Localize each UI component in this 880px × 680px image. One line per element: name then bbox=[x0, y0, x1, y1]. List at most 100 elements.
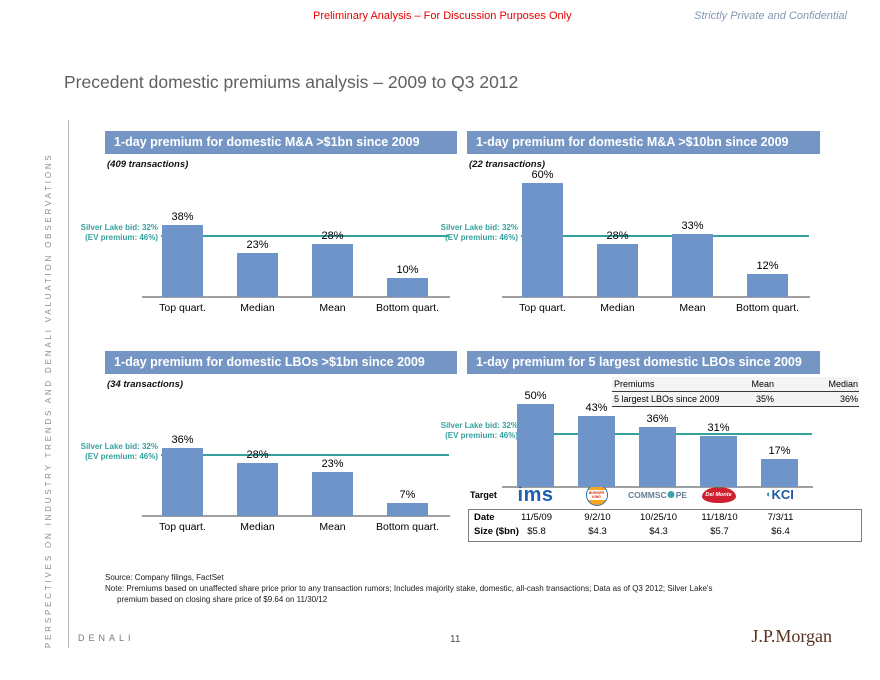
bar-value-label: 7% bbox=[399, 488, 416, 501]
reference-label-line1: Silver Lake bid: 32% bbox=[440, 420, 518, 430]
x-axis-line bbox=[502, 296, 810, 298]
bar bbox=[639, 427, 676, 487]
category-label: Mean bbox=[679, 302, 706, 314]
bar-value-label: 10% bbox=[396, 264, 419, 276]
bar bbox=[522, 183, 563, 297]
date-row-label: Date bbox=[474, 512, 495, 523]
ims-logo: ims bbox=[517, 483, 554, 506]
median-value: 36% bbox=[839, 394, 858, 404]
chart3-transaction-count: (34 transactions) bbox=[107, 379, 184, 390]
chart3-title: 1-day premium for domestic LBOs >$1bn si… bbox=[114, 355, 425, 369]
chart1-title: 1-day premium for domestic M&A >$1bn sin… bbox=[114, 135, 420, 149]
page-title: Precedent domestic premiums analysis – 2… bbox=[64, 72, 519, 92]
deal-detail-table: Date 11/5/09 9/2/10 10/25/10 11/18/10 7/3/11 S… bbox=[468, 509, 862, 542]
chart2-plot: Silver Lake bid: 32% (EV premium: 46%) 60%… bbox=[441, 157, 810, 314]
chart2-transaction-count: (22 transactions) bbox=[469, 159, 546, 170]
classification-header: Preliminary Analysis – For Discussion Pu… bbox=[313, 10, 572, 22]
footnote-line1: Note: Premiums based on unaffected share… bbox=[105, 584, 713, 593]
footnote-line2: premium based on closing share price of … bbox=[117, 595, 328, 604]
kci-logo: ◖ KCI bbox=[765, 487, 794, 502]
bar-value-label: 17% bbox=[768, 444, 791, 457]
bar-value-label: 50% bbox=[524, 390, 547, 402]
silver-lake-reference-line bbox=[161, 235, 449, 238]
target-logo-cell: ims bbox=[518, 482, 554, 507]
kci-crescent-icon: ◖ bbox=[765, 489, 771, 499]
chart4-title: 1-day premium for 5 largest domestic LBO… bbox=[476, 355, 802, 369]
date-value: 10/25/10 bbox=[640, 512, 677, 523]
chart3-plot: Silver Lake bid: 32% (EV premium: 46%) 36%… bbox=[81, 376, 450, 533]
reference-label-line2: (EV premium: 46%) bbox=[85, 233, 158, 243]
bar bbox=[700, 435, 737, 487]
bar-value-label: 28% bbox=[321, 229, 344, 242]
mean-header: Mean bbox=[751, 379, 774, 389]
silver-lake-reference-label: Silver Lake bid: 32% (EV premium: 46%) bbox=[441, 223, 518, 243]
target-row-label: Target bbox=[470, 490, 497, 500]
bar bbox=[517, 404, 554, 487]
del-monte-logo: Del Monte bbox=[701, 483, 736, 503]
premiums-summary-header-row: Premiums Mean Median bbox=[612, 377, 859, 392]
category-label: Bottom quart. bbox=[735, 302, 800, 314]
bar-value-label: 60% bbox=[531, 169, 554, 181]
x-axis-line bbox=[142, 515, 450, 517]
category-label: Median bbox=[240, 302, 275, 314]
category-label: Top quart. bbox=[519, 302, 566, 314]
bar bbox=[747, 274, 788, 297]
size-value: $4.3 bbox=[649, 526, 668, 537]
category-label: Top quart. bbox=[159, 302, 206, 314]
size-value: $6.4 bbox=[771, 526, 790, 537]
silver-lake-reference-label: Silver Lake bid: 32% (EV premium: 46%) bbox=[81, 223, 158, 243]
date-value: 11/18/10 bbox=[701, 512, 738, 523]
bar-value-label: 36% bbox=[171, 433, 194, 446]
category-label: Mean bbox=[319, 521, 346, 533]
premiums-summary-value-row: 5 largest LBOs since 2009 35% 36% bbox=[612, 392, 859, 407]
burger-king-logo: BURGER KING bbox=[585, 483, 608, 506]
target-logo-cell: BURGER KING bbox=[585, 482, 608, 507]
commscope-logo: COMMSC PE bbox=[627, 489, 688, 500]
bar-value-label: 38% bbox=[171, 210, 194, 223]
bar bbox=[162, 447, 203, 516]
bar bbox=[312, 243, 353, 297]
bar-value-label: 43% bbox=[585, 401, 608, 414]
median-header: Median bbox=[828, 379, 858, 389]
bar bbox=[578, 415, 615, 487]
bar-value-label: 23% bbox=[321, 458, 344, 471]
bar bbox=[387, 278, 428, 297]
client-name: DENALI bbox=[78, 633, 135, 643]
chart4-title-bar: 1-day premium for 5 largest domestic LBO… bbox=[467, 351, 820, 374]
bar-value-label: 33% bbox=[681, 220, 704, 233]
category-label: Top quart. bbox=[159, 521, 206, 533]
category-label: Mean bbox=[319, 302, 346, 314]
size-value: $4.3 bbox=[588, 526, 607, 537]
size-row-label: Size ($bn) bbox=[474, 526, 519, 537]
mean-value: 35% bbox=[755, 394, 774, 404]
date-value: 11/5/09 bbox=[521, 512, 552, 523]
silver-lake-reference-label: Silver Lake bid: 32% (EV premium: 46%) bbox=[441, 421, 518, 441]
silver-lake-reference-label: Silver Lake bid: 32% (EV premium: 46%) bbox=[81, 442, 158, 462]
bar bbox=[597, 243, 638, 297]
commscope-globe-icon bbox=[667, 491, 675, 498]
bar-value-label: 28% bbox=[606, 229, 629, 242]
category-label: Median bbox=[240, 521, 275, 533]
sidebar-divider bbox=[68, 120, 69, 648]
bar-value-label: 12% bbox=[756, 260, 779, 273]
page-number: 11 bbox=[450, 634, 461, 645]
chart1-plot: Silver Lake bid: 32% (EV premium: 46%) 38%… bbox=[81, 157, 450, 314]
chart3-title-bar: 1-day premium for domestic LBOs >$1bn si… bbox=[105, 351, 457, 374]
x-axis-line bbox=[502, 486, 813, 488]
chart2-title-bar: 1-day premium for domestic M&A >$10bn si… bbox=[467, 131, 820, 154]
size-value: $5.8 bbox=[527, 526, 546, 537]
source-note: Source: Company filings, FactSet bbox=[105, 573, 224, 582]
date-value: 7/3/11 bbox=[767, 512, 794, 523]
bar bbox=[761, 458, 798, 487]
bar bbox=[237, 253, 278, 297]
bar-value-label: 36% bbox=[646, 413, 669, 426]
premiums-summary-table: Premiums Mean Median 5 largest LBOs sinc… bbox=[612, 377, 859, 407]
date-value: 9/2/10 bbox=[584, 512, 611, 523]
bar bbox=[237, 462, 278, 516]
chart1-transaction-count: (409 transactions) bbox=[107, 159, 189, 170]
confidentiality-label: Strictly Private and Confidential bbox=[694, 10, 847, 22]
bar-value-label: 31% bbox=[707, 421, 730, 434]
reference-label-line2: (EV premium: 46%) bbox=[445, 233, 518, 243]
category-label: Bottom quart. bbox=[375, 521, 440, 533]
